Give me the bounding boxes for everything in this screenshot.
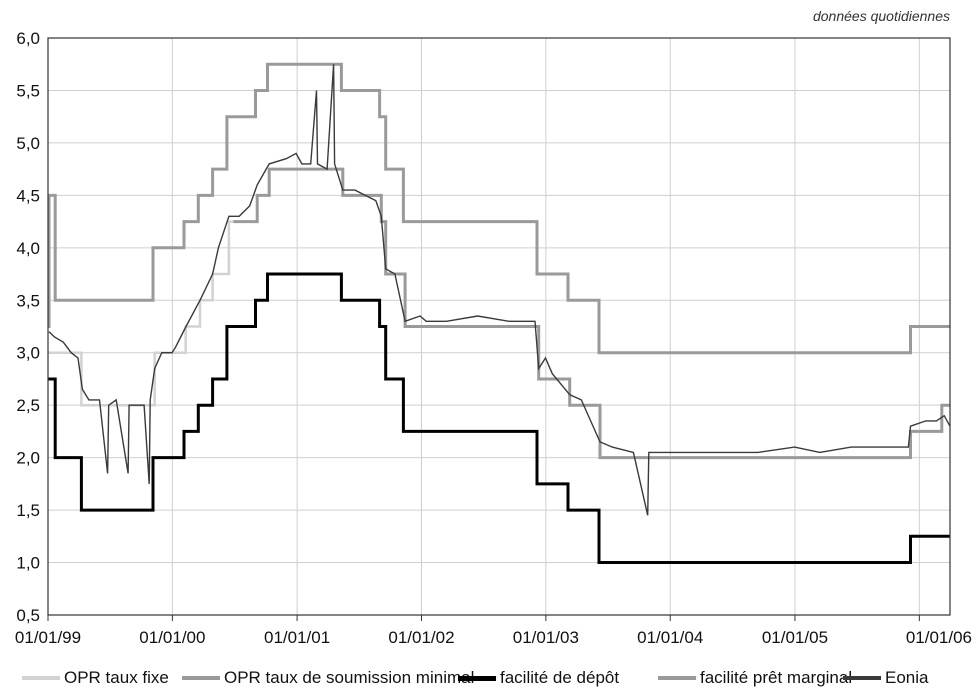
x-tick-label: 01/01/04 <box>637 628 703 647</box>
series-layer <box>47 62 951 564</box>
series-line-4 <box>48 64 951 516</box>
x-tick-label: 01/01/06 <box>906 628 972 647</box>
y-tick-label: 1,5 <box>16 501 40 520</box>
y-tick-label: 4,0 <box>16 239 40 258</box>
legend-label: Eonia <box>885 668 929 687</box>
legend-swatch <box>22 676 60 680</box>
y-tick-label: 3,5 <box>16 291 40 310</box>
x-tick-label: 01/01/01 <box>264 628 330 647</box>
y-tick-label: 3,0 <box>16 344 40 363</box>
x-tick-label: 01/01/99 <box>15 628 81 647</box>
y-tick-label: 5,5 <box>16 81 40 100</box>
y-tick-label: 1,0 <box>16 554 40 573</box>
y-tick-label: 2,5 <box>16 396 40 415</box>
legend-swatch <box>843 676 881 680</box>
legend-item: Eonia <box>843 668 928 688</box>
series-line-0 <box>48 220 234 407</box>
x-tick-label: 01/01/00 <box>139 628 205 647</box>
chart-legend: OPR taux fixe OPR taux de soumission mini… <box>0 668 976 692</box>
series-line-3 <box>47 62 950 355</box>
legend-label: OPR taux fixe <box>64 668 169 687</box>
y-axis-ticks: 0,5 1,0 1,5 2,0 2,5 3,0 3,5 4,0 4,5 5,0 5,5 6,0 <box>16 29 40 625</box>
y-tick-label: 6,0 <box>16 29 40 48</box>
x-tick-label: 01/01/05 <box>762 628 828 647</box>
legend-swatch <box>658 676 696 680</box>
legend-item: facilité prêt marginal <box>658 668 852 688</box>
legend-item: facilité de dépôt <box>458 668 619 688</box>
legend-swatch <box>182 676 220 680</box>
y-tick-label: 2,0 <box>16 449 40 468</box>
x-tick-label: 01/01/03 <box>513 628 579 647</box>
y-tick-label: 0,5 <box>16 606 40 625</box>
legend-label: OPR taux de soumission minimal <box>224 668 475 687</box>
plot-frame <box>47 37 951 616</box>
chart-note: données quotidiennes <box>812 8 950 24</box>
legend-item: OPR taux de soumission minimal <box>182 668 474 688</box>
legend-item: OPR taux fixe <box>22 668 169 688</box>
x-tick-label: 01/01/02 <box>388 628 454 647</box>
legend-label: facilité de dépôt <box>500 668 620 687</box>
legend-swatch <box>458 675 496 681</box>
series-line-2 <box>48 272 950 564</box>
legend-label: facilité prêt marginal <box>700 668 853 687</box>
y-tick-label: 4,5 <box>16 186 40 205</box>
series-line-1 <box>233 167 950 460</box>
y-tick-label: 5,0 <box>16 134 40 153</box>
x-axis-ticks: 01/01/99 01/01/00 01/01/01 01/01/02 01/01/03… <box>15 615 972 647</box>
